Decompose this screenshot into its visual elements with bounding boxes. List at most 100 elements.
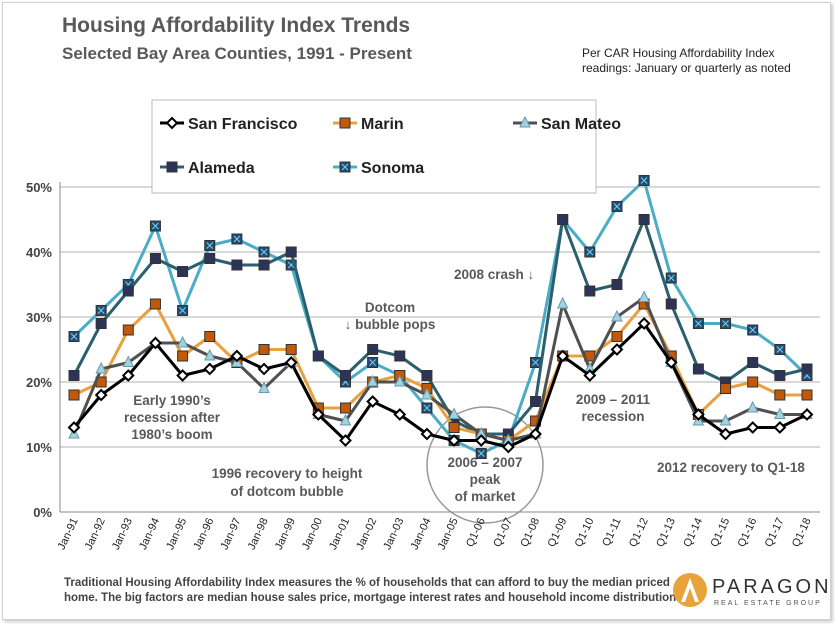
data-point [284, 356, 298, 369]
data-point [68, 389, 80, 401]
data-point [421, 387, 433, 400]
peak-market-circle [426, 406, 544, 524]
logo-mark-icon [673, 573, 707, 607]
data-point [95, 361, 107, 374]
annotation-crash: 2008 crash ↓ [454, 267, 534, 282]
data-point [719, 427, 732, 441]
x-tick-label: Jan-02 [354, 516, 379, 552]
data-point [746, 421, 760, 434]
data-point [448, 407, 460, 419]
footer-note: Traditional Housing Affordability Index … [64, 576, 684, 606]
data-point-cross [586, 248, 594, 256]
data-point-cross [423, 404, 431, 412]
x-tick-label: Jan-91 [56, 516, 81, 552]
x-tick-label: Jan-04 [409, 516, 434, 552]
x-tick-label: Jan-98 [246, 516, 271, 552]
data-point [774, 370, 786, 381]
data-point [583, 369, 597, 382]
data-point [258, 259, 270, 271]
data-point [366, 374, 379, 387]
data-point [312, 350, 324, 362]
legend-item-alameda: Alameda [160, 160, 255, 177]
x-tick-label: Jan-93 [110, 516, 135, 552]
x-tick-label: Q1-15 [708, 516, 732, 549]
x-tick-label: Jan-05 [436, 516, 461, 552]
data-point [719, 413, 732, 426]
legend-box [151, 99, 597, 194]
data-point [366, 395, 380, 408]
annotations: Early 1990’s recession after 1980’s boom… [124, 267, 805, 504]
x-tick-label: Q1-14 [681, 516, 705, 549]
note-line: readings: January or quarterly as noted [582, 61, 791, 75]
data-point [747, 357, 759, 368]
data-point [448, 422, 460, 433]
y-tick-label: 30% [26, 310, 52, 325]
data-point [204, 253, 216, 264]
data-point [177, 350, 189, 362]
x-tick-label: Jan-03 [381, 516, 406, 552]
data-point [691, 408, 705, 421]
data-point-cross [97, 307, 105, 314]
y-tick-label: 0% [33, 505, 52, 520]
data-point-cross [70, 333, 78, 340]
annotation-early90s: Early 1990’s [133, 393, 211, 408]
data-point [611, 279, 623, 290]
annotation-recovery12: 2012 recovery to Q1-18 [657, 460, 805, 475]
data-point [149, 253, 161, 264]
data-point [420, 427, 434, 441]
x-tick-label: Q1-17 [763, 516, 787, 549]
data-point-cross [640, 177, 648, 184]
data-point [231, 259, 243, 271]
data-point [367, 344, 379, 355]
data-point [556, 349, 570, 363]
x-tick-label: Q1-13 [654, 516, 678, 549]
data-point [149, 298, 161, 310]
data-point [94, 388, 108, 402]
legend-item-marin: Marin [333, 116, 404, 133]
data-point [747, 376, 759, 388]
y-tick-label: 40% [26, 245, 52, 260]
data-point [339, 413, 352, 426]
logo-name: PARAGON [712, 576, 832, 598]
annotation-early90s: recession after [124, 410, 221, 425]
data-point [339, 434, 352, 447]
data-point-cross [206, 242, 214, 249]
footer-line: Traditional Housing Affordability Index … [64, 577, 670, 589]
data-point [285, 344, 297, 355]
annotation-recession09: recession [581, 409, 644, 424]
x-tick-label: Q1-16 [736, 516, 760, 549]
data-point [339, 117, 351, 129]
data-point-cross [532, 359, 539, 366]
data-point [122, 285, 134, 297]
data-point-cross [233, 235, 241, 243]
legend-label: Alameda [188, 160, 255, 177]
x-tick-label: Q1-11 [600, 516, 623, 548]
data-point [258, 381, 270, 393]
data-point [638, 214, 650, 225]
series-line [73, 302, 807, 442]
chart-title: Housing Affordability Index Trends [62, 14, 411, 37]
data-point [393, 374, 406, 387]
data-point [68, 370, 80, 381]
data-point [774, 389, 786, 401]
data-point [339, 402, 351, 414]
data-point [746, 400, 759, 413]
annotation-peak: of market [455, 489, 516, 504]
data-point [773, 421, 787, 434]
data-point [339, 370, 351, 381]
data-point-cross [179, 307, 186, 314]
data-point [774, 407, 786, 419]
data-point-cross [695, 320, 702, 327]
annotation-recovery96: of dotcom bubble [230, 484, 344, 499]
x-tick-label: Jan-99 [273, 516, 298, 552]
x-tick-label: Q1-08 [518, 516, 542, 549]
data-point-cross [341, 163, 349, 171]
data-point [447, 434, 461, 447]
data-point [692, 363, 704, 375]
y-tick-label: 10% [26, 440, 52, 455]
data-point [204, 331, 216, 342]
data-point-cross [667, 274, 675, 282]
data-point [176, 335, 189, 348]
x-tick-label: Q1-10 [573, 516, 597, 549]
